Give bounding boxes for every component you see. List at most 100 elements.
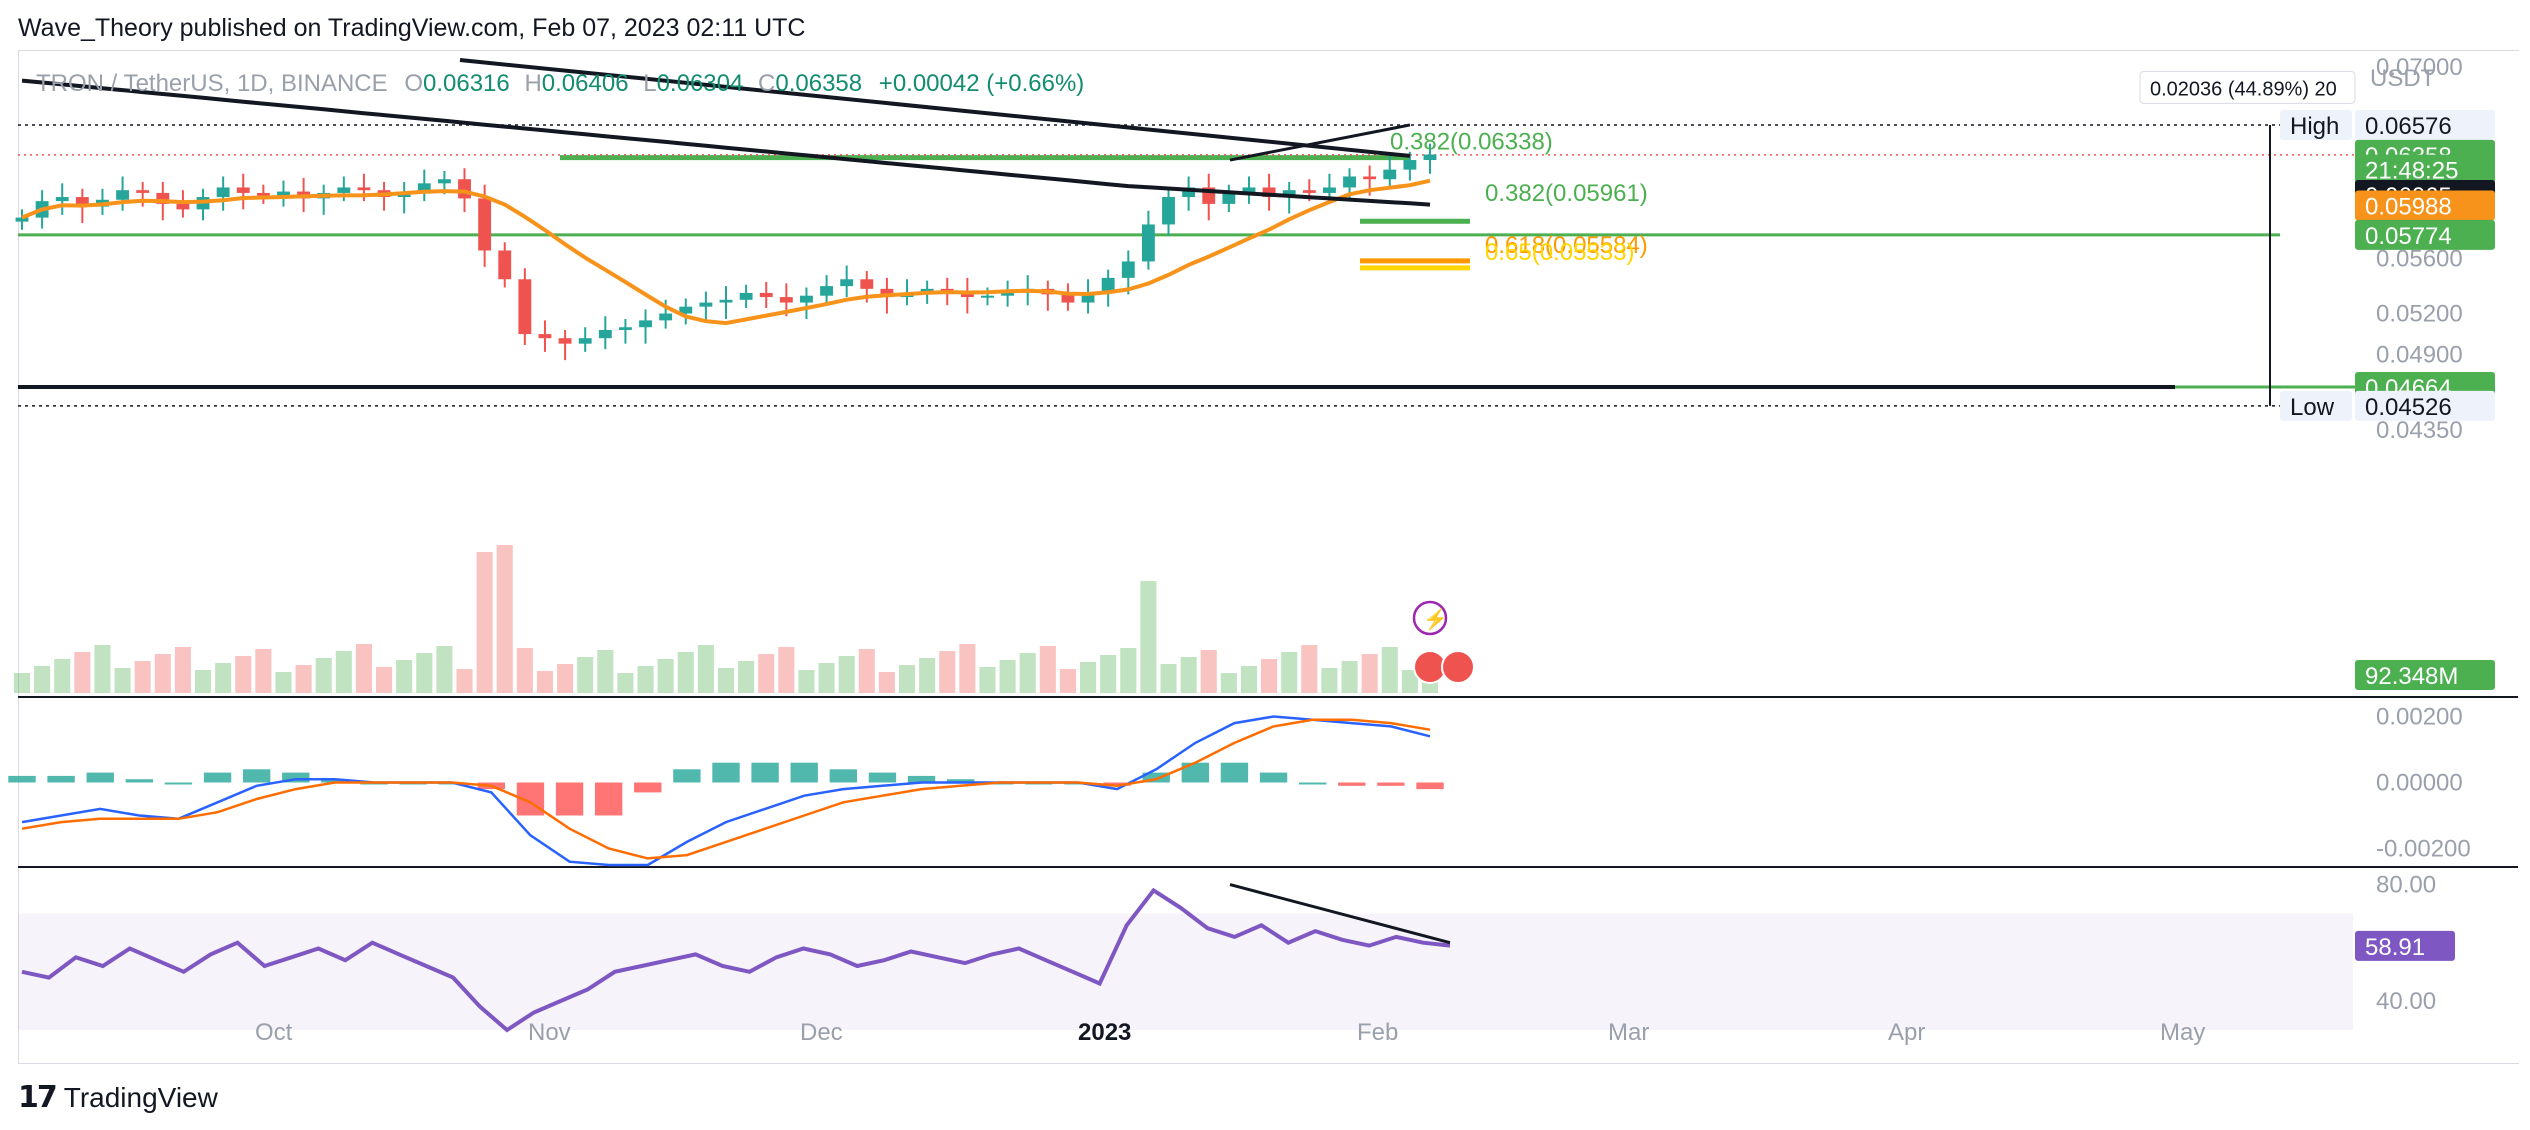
macd-histogram-bar (164, 782, 193, 785)
volume-bar (516, 648, 533, 693)
macd-histogram-bar (1220, 762, 1249, 783)
volume-bar (979, 667, 996, 693)
y-tick-label: 0.04900 (2376, 342, 2463, 369)
change-value: +0.00042 (+0.66%) (878, 70, 1085, 97)
volume-bar (677, 652, 694, 693)
volume-bar (1321, 668, 1338, 693)
tradingview-logo-icon: 𝟭𝟳 (18, 1081, 58, 1114)
price-tag (2355, 190, 2495, 221)
volume-tag-value: 92.348M (2365, 663, 2458, 690)
fib-label: 0.382(0.06338) (1390, 129, 1553, 156)
volume-bar (1080, 662, 1097, 693)
candle-body (699, 302, 713, 307)
rsi-line (21, 887, 1451, 1033)
volume-bar (818, 663, 835, 693)
volume-bar (54, 659, 71, 693)
volume-bar (1341, 661, 1358, 693)
macd-histogram-bar (673, 769, 701, 783)
candle-body (437, 179, 451, 184)
candle-body (981, 295, 994, 298)
x-tick-label: Oct (255, 1019, 293, 1046)
symbol-label: TRON / TetherUS, 1D, BINANCE (36, 70, 388, 97)
candle-body (1121, 261, 1135, 278)
ohlc-legend: TRON / TetherUS, 1D, BINANCE O0.06316 H0… (36, 70, 1084, 98)
volume-bar (235, 656, 252, 693)
candle-body (1001, 291, 1015, 296)
candle-body (498, 250, 512, 280)
volume-bar (1281, 652, 1298, 693)
candle-body (1282, 190, 1296, 198)
measure-label: 0.02036 (44.89%) 20 (2150, 78, 2337, 100)
x-tick-label: Apr (1888, 1019, 1925, 1046)
macd-histogram-bar (125, 779, 154, 783)
close-value: 0.06358 (775, 70, 863, 97)
volume-bar (999, 660, 1016, 693)
candle-body (15, 217, 29, 222)
volume-bar (335, 651, 352, 693)
candle-body (679, 306, 693, 314)
rsi-tick-label: 40.00 (2376, 988, 2436, 1015)
footer[interactable]: 𝟭𝟳 TradingView (18, 1080, 218, 1115)
macd-histogram-bar (868, 772, 897, 783)
macd-line (21, 715, 1431, 867)
macd-histogram-bar (1298, 782, 1327, 785)
low-value: 0.06304 (656, 70, 744, 97)
candle-body (1182, 187, 1196, 198)
candle-body (840, 279, 854, 287)
volume-bar (1140, 581, 1157, 693)
y-tick-label: 0.05600 (2376, 246, 2463, 273)
volume-bar (436, 646, 453, 693)
candle-body (860, 279, 874, 289)
candle-body (739, 292, 753, 300)
macd-histogram-bar (790, 762, 818, 783)
price-tag (2355, 109, 2495, 140)
rsi-tag (2355, 930, 2455, 961)
trendline-descending (459, 58, 1411, 158)
y-tick-label: 0.07000 (2376, 54, 2463, 81)
volume-bar (174, 647, 191, 693)
candle-body (800, 295, 813, 303)
volume-bar (376, 667, 393, 693)
price-tag-label-box (2280, 390, 2352, 421)
candle-body (759, 292, 773, 298)
volume-bar (1180, 657, 1197, 693)
lightning-icon (1412, 600, 1448, 636)
published-header: Wave_Theory published on TradingView.com… (18, 14, 806, 42)
macd-histogram-bar (1338, 782, 1366, 786)
macd-histogram-bar (907, 775, 936, 783)
volume-bar (74, 652, 91, 693)
volume-bar (154, 654, 171, 693)
rsi-divergence-line (1229, 883, 1451, 945)
candle-body (55, 197, 69, 202)
volume-bar (657, 659, 674, 693)
y-tick-label: 0.05200 (2376, 301, 2463, 328)
macd-histogram-bar (8, 775, 36, 783)
volume-bar (315, 658, 332, 693)
price-tag-value: 0.05988 (2365, 194, 2452, 221)
volume-bar (114, 668, 131, 693)
candle-body (277, 191, 290, 196)
volume-bar (717, 668, 735, 693)
candle-body (659, 313, 673, 321)
price-tag-label-box (2280, 109, 2352, 140)
candle-body (598, 329, 612, 339)
volume-bar (215, 663, 232, 693)
volume-bar (858, 649, 875, 693)
macd-signal-line (21, 718, 1431, 860)
volume-bar (878, 672, 895, 693)
fib-label: 0.65(0.05533) (1485, 239, 1634, 266)
macd-histogram-bar (1103, 782, 1131, 786)
macd-histogram-bar (555, 782, 584, 816)
footer-brand: TradingView (63, 1081, 218, 1113)
macd-tick-label: 0.00000 (2376, 770, 2463, 797)
candle-body (458, 179, 471, 199)
candle-body (1242, 187, 1256, 193)
volume-bar (13, 673, 31, 693)
macd-tick-label: -0.00200 (2376, 836, 2471, 863)
candle-body (75, 197, 89, 207)
x-tick-label: Dec (800, 1019, 843, 1046)
volume-bar (456, 669, 473, 693)
candle-body (1061, 294, 1075, 303)
candle-body (1141, 224, 1155, 262)
